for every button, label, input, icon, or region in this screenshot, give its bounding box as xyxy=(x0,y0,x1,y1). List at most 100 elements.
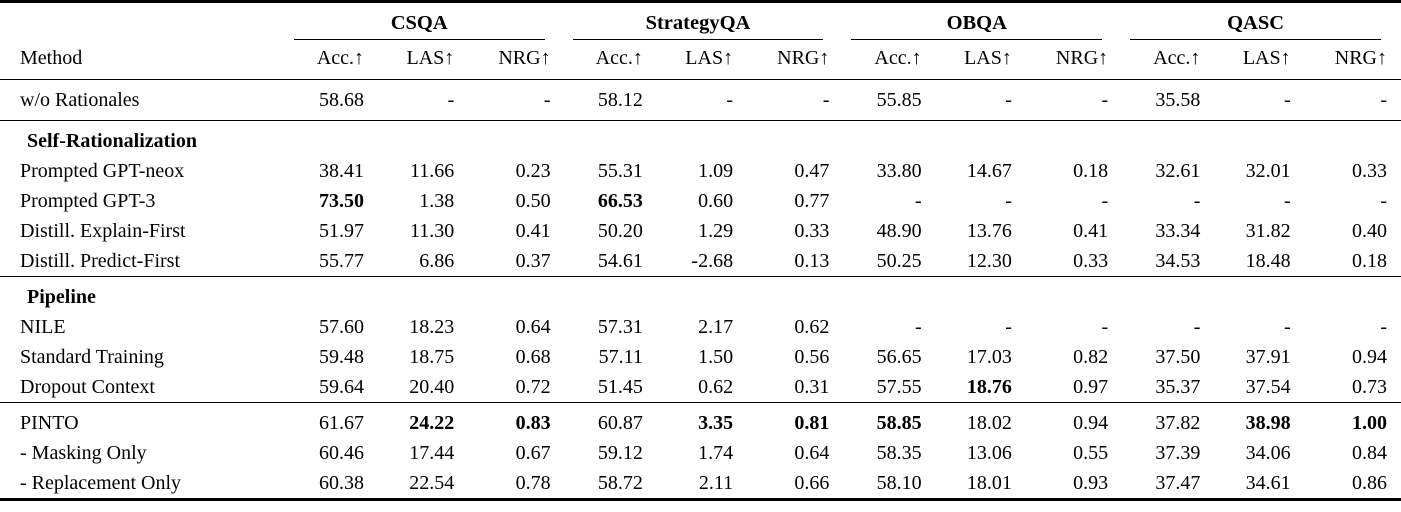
section-baseline: w/o Rationales 58.68 - - 58.12 - - 55.85 - - 35.58… xyxy=(0,80,1401,121)
value-cell: - xyxy=(822,89,830,111)
value-cell: 1.50 xyxy=(698,346,734,368)
value-cell: 0.33 xyxy=(1073,250,1109,272)
value-cell: 1.09 xyxy=(698,160,734,182)
group-label: StrategyQA xyxy=(572,10,824,40)
value-cell: 57.60 xyxy=(319,316,365,338)
value-cell: - xyxy=(1193,190,1201,212)
value-cell: - xyxy=(1380,89,1387,111)
value-cell: 61.67 xyxy=(319,412,365,434)
value-cell: 17.03 xyxy=(966,346,1012,368)
value-cell: 59.64 xyxy=(319,376,365,398)
value-cell: 2.17 xyxy=(698,316,734,338)
value-cell: 31.82 xyxy=(1245,220,1291,242)
value-cell: 32.01 xyxy=(1245,160,1291,182)
table-row: Distill. Predict-First 55.77 6.86 0.37 54.61… xyxy=(0,246,1401,277)
value-cell: 58.12 xyxy=(597,89,643,111)
method-cell: - Replacement Only xyxy=(20,472,182,494)
value-cell: - xyxy=(726,89,734,111)
method-cell: w/o Rationales xyxy=(20,89,140,111)
value-cell: 57.55 xyxy=(876,376,922,398)
metric-header-nrg: NRG↑ xyxy=(1334,47,1387,69)
value-cell: 55.85 xyxy=(876,89,922,111)
method-cell: NILE xyxy=(20,316,66,338)
value-cell: 13.76 xyxy=(966,220,1012,242)
method-cell: PINTO xyxy=(20,412,79,434)
value-cell: - xyxy=(914,316,922,338)
value-cell: 32.61 xyxy=(1155,160,1201,182)
value-cell: 0.37 xyxy=(515,250,551,272)
value-cell: 0.55 xyxy=(1073,442,1109,464)
value-cell: 0.41 xyxy=(515,220,551,242)
value-cell: 37.39 xyxy=(1155,442,1201,464)
table-row: Distill. Explain-First 51.97 11.30 0.41 50.2… xyxy=(0,216,1401,246)
table-row: Standard Training 59.48 18.75 0.68 57.11 1.50… xyxy=(0,342,1401,372)
method-column-header: Method xyxy=(20,47,83,69)
section-title: Pipeline xyxy=(27,286,96,308)
value-cell: 0.33 xyxy=(1352,160,1387,182)
value-cell: 58.85 xyxy=(876,412,922,434)
value-cell: 0.31 xyxy=(794,376,830,398)
value-cell: 0.18 xyxy=(1352,250,1387,272)
value-cell: - xyxy=(1101,316,1109,338)
value-cell: 0.82 xyxy=(1073,346,1109,368)
value-cell: 0.64 xyxy=(794,442,830,464)
value-cell: - xyxy=(447,89,455,111)
value-cell: 33.80 xyxy=(876,160,922,182)
value-cell: 0.78 xyxy=(515,472,551,494)
metric-header-acc: Acc.↑ xyxy=(1153,47,1201,69)
value-cell: 0.23 xyxy=(515,160,551,182)
value-cell: 38.41 xyxy=(319,160,365,182)
value-cell: 20.40 xyxy=(409,376,455,398)
value-cell: 1.00 xyxy=(1352,412,1387,434)
value-cell: 51.97 xyxy=(319,220,365,242)
value-cell: - xyxy=(1380,190,1387,212)
value-cell: 18.76 xyxy=(966,376,1012,398)
metric-header-acc: Acc.↑ xyxy=(316,47,365,69)
table-row: - Replacement Only 60.38 22.54 0.78 58.72 2.1… xyxy=(0,468,1401,500)
value-cell: 0.66 xyxy=(794,472,830,494)
section-title: Self-Rationalization xyxy=(27,130,197,152)
metric-header-nrg: NRG↑ xyxy=(498,47,551,69)
value-cell: 0.62 xyxy=(794,316,830,338)
metric-header-las: LAS↑ xyxy=(964,47,1012,69)
value-cell: 18.02 xyxy=(966,412,1012,434)
value-cell: 0.40 xyxy=(1352,220,1387,242)
value-cell: 57.31 xyxy=(597,316,643,338)
value-cell: 60.38 xyxy=(319,472,365,494)
value-cell: 18.48 xyxy=(1245,250,1291,272)
value-cell: -2.68 xyxy=(691,250,734,272)
method-cell: Prompted GPT-neox xyxy=(20,160,185,182)
metric-header-las: LAS↑ xyxy=(406,47,455,69)
value-cell: - xyxy=(1380,316,1387,338)
table-row: - Masking Only 60.46 17.44 0.67 59.12 1.74 0.6… xyxy=(0,438,1401,468)
value-cell: 6.86 xyxy=(419,250,455,272)
value-cell: 18.01 xyxy=(966,472,1012,494)
section-pipeline: Pipeline NILE 57.60 18.23 0.64 57.31 2.17 0.62 -… xyxy=(0,277,1401,403)
value-cell: 13.06 xyxy=(966,442,1012,464)
value-cell: 58.10 xyxy=(876,472,922,494)
group-header-strategyqa: StrategyQA xyxy=(565,2,844,40)
value-cell: 14.67 xyxy=(966,160,1012,182)
value-cell: 0.60 xyxy=(698,190,734,212)
value-cell: 0.41 xyxy=(1073,220,1109,242)
value-cell: 0.18 xyxy=(1073,160,1109,182)
value-cell: - xyxy=(1193,316,1201,338)
value-cell: 34.06 xyxy=(1245,442,1291,464)
value-cell: 37.82 xyxy=(1155,412,1201,434)
value-cell: - xyxy=(1005,190,1012,212)
section-pinto: PINTO 61.67 24.22 0.83 60.87 3.35 0.81 58.85 18.… xyxy=(0,403,1401,500)
value-cell: 22.54 xyxy=(409,472,455,494)
value-cell: 55.77 xyxy=(319,250,365,272)
table-row: PINTO 61.67 24.22 0.83 60.87 3.35 0.81 58.85 18.… xyxy=(0,403,1401,439)
value-cell: 57.11 xyxy=(598,346,643,368)
method-cell: Distill. Predict-First xyxy=(20,250,180,272)
value-cell: 0.81 xyxy=(794,412,830,434)
value-cell: - xyxy=(1283,190,1291,212)
value-cell: 37.50 xyxy=(1155,346,1201,368)
value-cell: 1.29 xyxy=(698,220,734,242)
group-label: QASC xyxy=(1130,10,1381,40)
value-cell: 58.35 xyxy=(876,442,922,464)
value-cell: 0.67 xyxy=(515,442,551,464)
group-label: CSQA xyxy=(293,10,545,40)
method-cell: Standard Training xyxy=(20,346,164,368)
